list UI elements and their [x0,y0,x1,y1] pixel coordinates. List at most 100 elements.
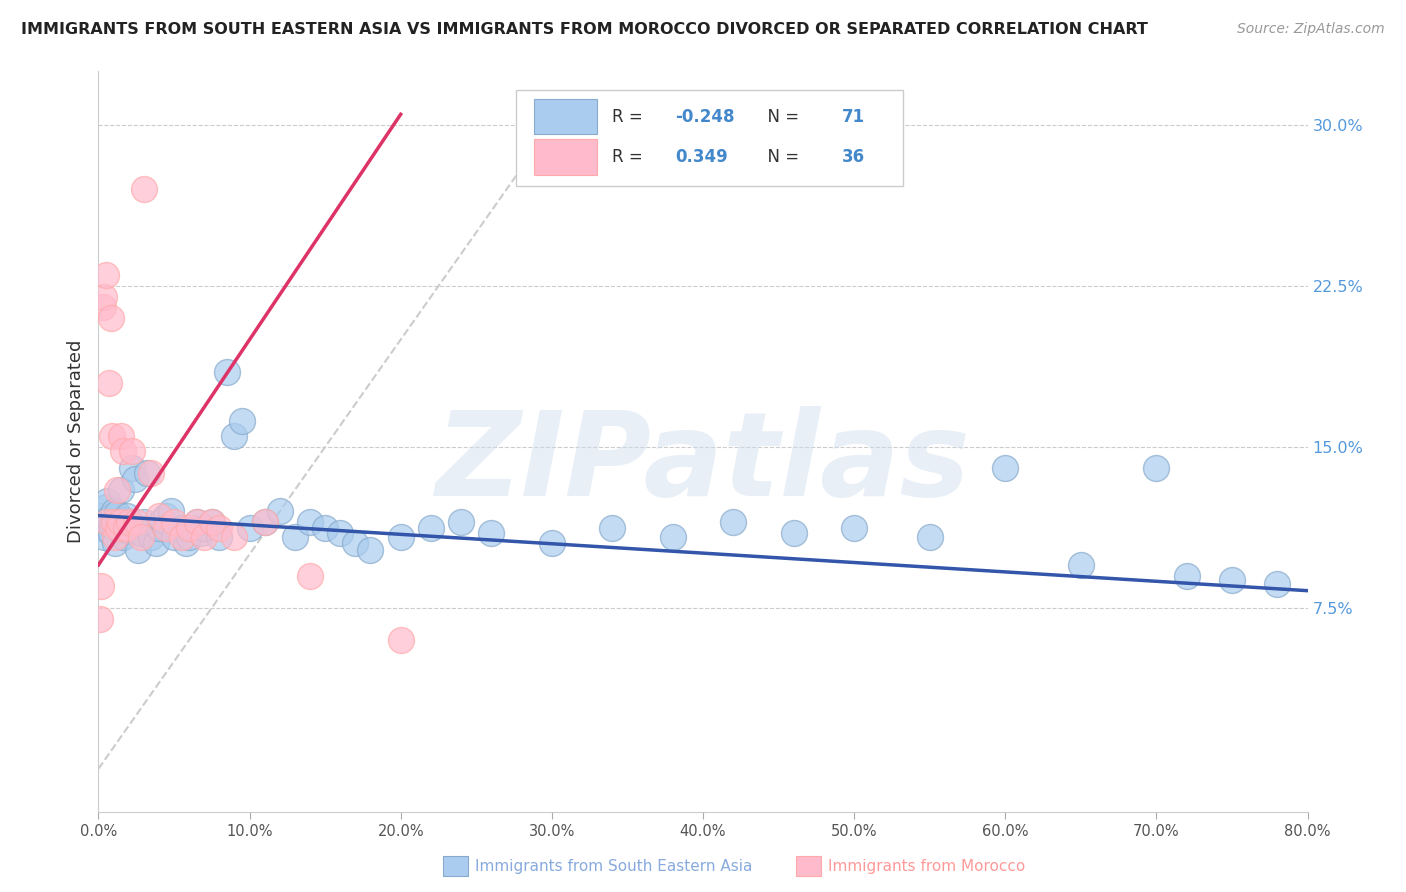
Point [111,530,134,544]
Point [224,530,246,544]
Point [844,521,866,535]
Point [124,472,146,486]
Point [170,530,193,544]
Point [89,611,111,625]
Point [208,521,231,535]
Point [994,461,1017,475]
Point [110,429,132,443]
Point [96,515,118,529]
Point [100,311,122,326]
Point [145,536,167,550]
Point [314,521,336,535]
Point [98,376,121,390]
Point [329,525,352,540]
Point [121,461,143,475]
Point [389,633,412,648]
Point [174,536,197,550]
Point [90,508,112,523]
Point [284,530,307,544]
Point [96,493,118,508]
Point [783,525,806,540]
Point [141,530,163,544]
Text: N =: N = [758,148,804,166]
Point [420,521,443,535]
Point [104,536,127,550]
Point [1220,573,1243,587]
Point [193,530,215,544]
Point [141,466,163,480]
Point [155,508,177,523]
Point [186,515,208,529]
Point [540,536,562,550]
Point [90,579,112,593]
Point [103,504,125,518]
Text: R =: R = [613,108,648,126]
Point [105,483,128,497]
Point [186,515,208,529]
Point [163,530,186,544]
Point [135,466,157,480]
Point [160,504,183,518]
Point [114,517,136,532]
Point [132,515,155,529]
Point [723,515,745,529]
Point [93,530,115,544]
Point [239,521,262,535]
Text: ZIPatlas: ZIPatlas [436,406,970,521]
Point [129,525,152,540]
Point [108,515,131,529]
Point [105,507,128,521]
Point [201,515,224,529]
Point [103,515,125,529]
Point [253,515,276,529]
Point [269,504,291,518]
Point [94,268,117,283]
Point [602,521,624,535]
Point [231,414,253,428]
Point [93,290,115,304]
Point [224,429,246,443]
Point [118,524,141,538]
Point [450,515,472,529]
Text: 36: 36 [842,148,865,166]
Point [132,182,155,196]
Point [918,530,941,544]
Point [101,429,124,443]
Point [179,521,201,535]
Point [163,515,186,529]
Point [190,525,212,540]
Point [481,525,503,540]
Point [107,515,129,529]
Point [170,521,193,535]
Point [108,521,131,535]
Point [389,530,412,544]
Text: -0.248: -0.248 [675,108,735,126]
Point [208,530,231,544]
Point [155,521,177,535]
Point [129,530,152,544]
Point [253,515,276,529]
Point [114,521,136,535]
FancyBboxPatch shape [534,139,596,175]
Point [110,483,132,497]
Point [148,508,170,523]
Text: R =: R = [613,148,654,166]
Text: Immigrants from South Eastern Asia: Immigrants from South Eastern Asia [475,859,752,873]
Point [150,513,173,527]
Text: 0.349: 0.349 [675,148,728,166]
Point [1144,461,1167,475]
Point [104,530,127,544]
Point [115,508,138,523]
Text: Source: ZipAtlas.com: Source: ZipAtlas.com [1237,22,1385,37]
Point [125,515,148,529]
Point [360,542,382,557]
Point [1175,568,1198,582]
Point [127,542,149,557]
Point [118,515,141,529]
Point [94,500,117,514]
Point [98,510,121,524]
Point [344,536,367,550]
Point [107,521,129,535]
Point [299,568,322,582]
Point [179,530,201,544]
